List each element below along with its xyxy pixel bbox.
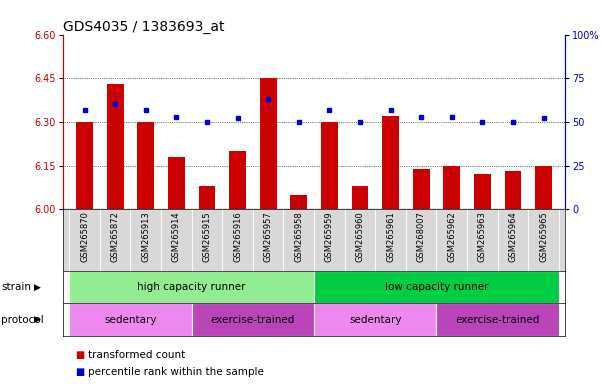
Text: GSM265958: GSM265958	[294, 211, 304, 262]
Text: GSM265913: GSM265913	[141, 211, 150, 262]
Text: GSM265914: GSM265914	[172, 211, 181, 262]
Text: exercise-trained: exercise-trained	[210, 314, 295, 325]
Bar	[314, 303, 436, 336]
Bar	[382, 116, 399, 209]
Bar	[168, 157, 185, 209]
Bar	[436, 303, 559, 336]
Text: ▶: ▶	[34, 315, 41, 324]
Text: sedentary: sedentary	[104, 314, 157, 325]
Text: GSM265963: GSM265963	[478, 211, 487, 262]
Bar	[137, 122, 154, 209]
Text: GSM265915: GSM265915	[203, 211, 212, 262]
Bar	[413, 169, 430, 209]
Bar	[229, 151, 246, 209]
Bar	[321, 122, 338, 209]
Text: GSM265916: GSM265916	[233, 211, 242, 262]
Text: GSM268007: GSM268007	[416, 211, 426, 262]
Text: low capacity runner: low capacity runner	[385, 282, 488, 292]
Text: percentile rank within the sample: percentile rank within the sample	[88, 367, 264, 377]
Bar	[69, 271, 314, 303]
Text: ■: ■	[75, 367, 84, 377]
Bar	[76, 122, 93, 209]
Bar	[69, 303, 192, 336]
Text: GDS4035 / 1383693_at: GDS4035 / 1383693_at	[63, 20, 225, 33]
Text: GSM265959: GSM265959	[325, 211, 334, 262]
Text: strain: strain	[1, 282, 31, 292]
Text: GSM265870: GSM265870	[80, 211, 89, 262]
Bar	[314, 271, 559, 303]
Text: GSM265965: GSM265965	[539, 211, 548, 262]
Bar	[107, 84, 124, 209]
Bar	[535, 166, 552, 209]
Text: ■: ■	[75, 350, 84, 360]
Text: GSM265957: GSM265957	[264, 211, 273, 262]
Text: sedentary: sedentary	[349, 314, 401, 325]
Bar	[290, 195, 307, 209]
Text: exercise-trained: exercise-trained	[456, 314, 540, 325]
Bar	[474, 174, 491, 209]
Text: GSM265961: GSM265961	[386, 211, 395, 262]
Text: GSM265964: GSM265964	[508, 211, 517, 262]
Bar	[444, 166, 460, 209]
Text: GSM265872: GSM265872	[111, 211, 120, 262]
Bar	[352, 186, 368, 209]
Text: ▶: ▶	[34, 283, 41, 291]
Text: GSM265960: GSM265960	[355, 211, 364, 262]
Text: protocol: protocol	[1, 314, 44, 325]
Bar	[192, 303, 314, 336]
Text: transformed count: transformed count	[88, 350, 186, 360]
Bar	[260, 78, 276, 209]
Bar	[198, 186, 215, 209]
Text: high capacity runner: high capacity runner	[138, 282, 246, 292]
Text: GSM265962: GSM265962	[447, 211, 456, 262]
Bar	[504, 171, 521, 209]
